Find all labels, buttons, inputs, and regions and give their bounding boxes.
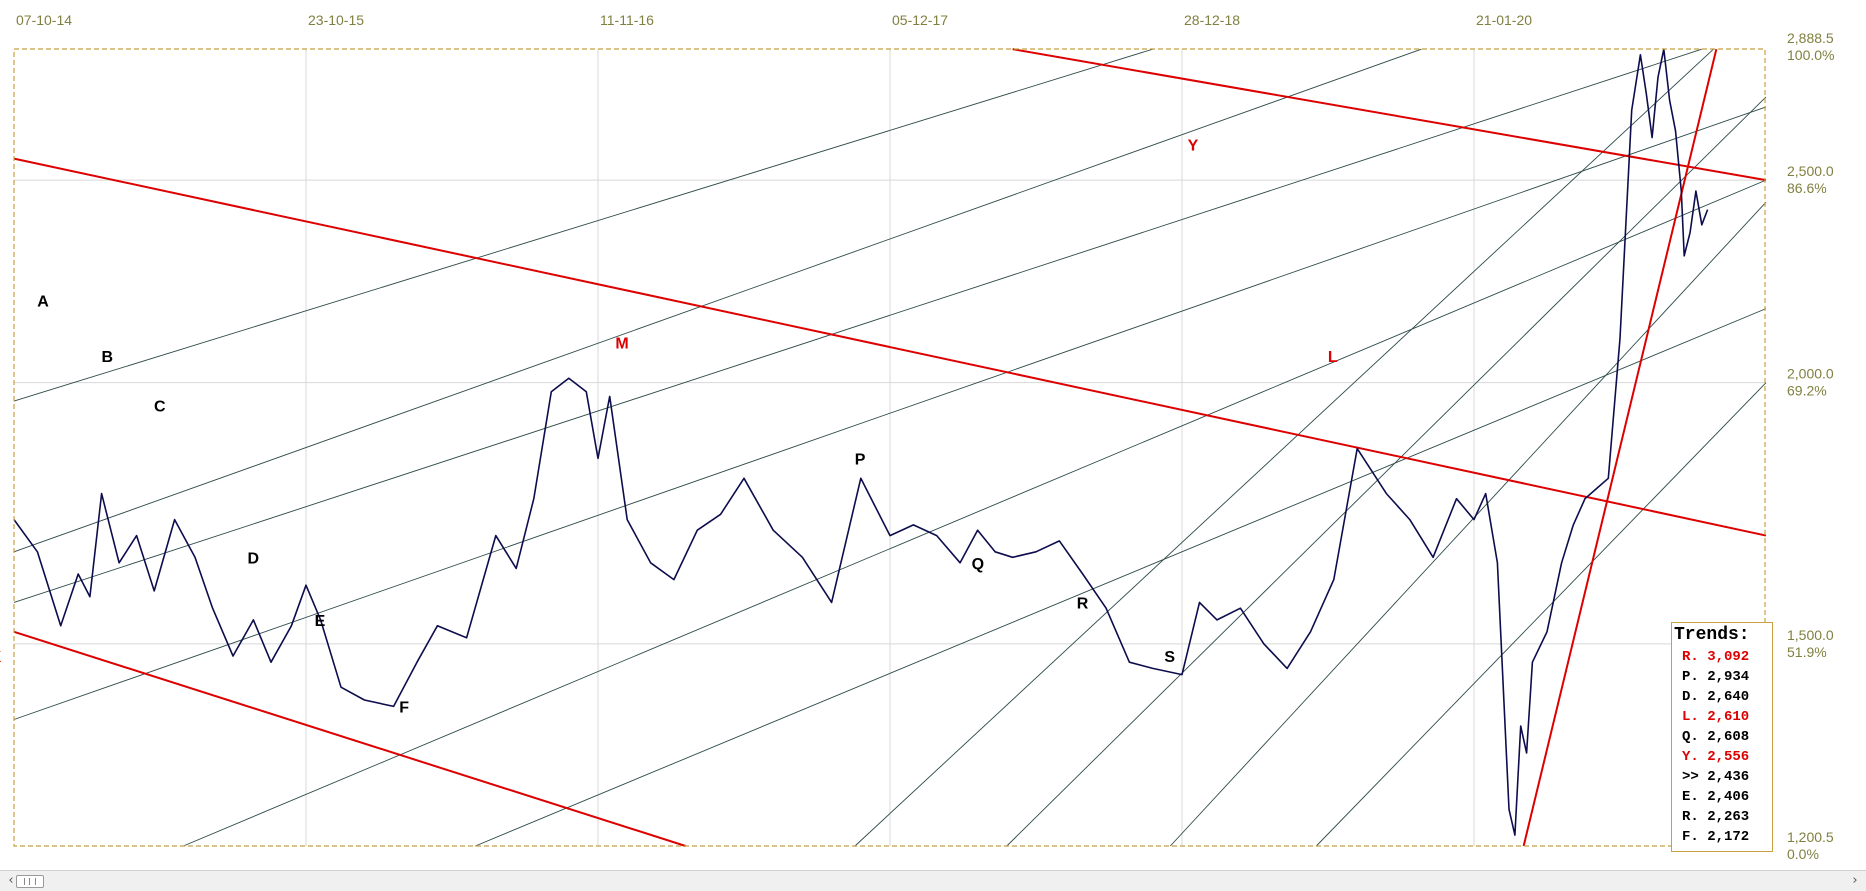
trend-label-s: S [1164, 649, 1175, 666]
legend-title: Trends: [1674, 625, 1750, 645]
trend-label-q: Q [972, 556, 984, 573]
trend-line-f [475, 308, 1767, 847]
scroll-left-arrow-icon[interactable]: ‹ [8, 873, 14, 888]
trend-line-m [13, 157, 1767, 537]
legend-item: R. 3,092 [1682, 649, 1750, 665]
trend-label-y: Y [1188, 138, 1199, 155]
y-tick-label: 1,200.5 [1787, 829, 1834, 845]
x-tick-label: 28-12-18 [1184, 12, 1240, 28]
y-tick-percent: 86.6% [1787, 180, 1827, 196]
legend-item: L. 2,610 [1682, 709, 1750, 725]
trend-labels: A B C D E F P Q R S M X Y L [0, 138, 1338, 717]
trend-line-e [183, 179, 1767, 847]
price-line [13, 48, 1709, 836]
trend-label-e: E [315, 613, 326, 630]
trend-line-q [1006, 96, 1767, 847]
x-tick-label: 05-12-17 [892, 12, 948, 28]
scroll-thumb[interactable] [16, 875, 44, 888]
trend-line-s [1315, 382, 1767, 847]
trend-line-l [1522, 48, 1718, 847]
trend-label-r: R [1077, 595, 1089, 612]
x-tick-label: 07-10-14 [16, 12, 72, 28]
y-tick-percent: 51.9% [1787, 644, 1827, 660]
trend-label-m: M [615, 336, 628, 353]
y-tick-percent: 69.2% [1787, 383, 1827, 399]
price-series [13, 48, 1709, 836]
legend-item: >> 2,436 [1682, 769, 1750, 785]
trend-line-a [13, 48, 1153, 402]
legend-item: R. 2,263 [1682, 809, 1750, 825]
legend-item: Q. 2,608 [1682, 729, 1750, 745]
trend-line-x [13, 630, 686, 847]
trend-label-a: A [37, 293, 49, 310]
chart-area: ABCDEFPQRSMXYL 07-10-1423-10-1511-11-160… [0, 12, 1834, 862]
legend-item: F. 2,172 [1682, 829, 1750, 845]
legend-rows: R. 3,092 P. 2,934 D. 2,640 L. 2,610 Q. 2,608… [1672, 647, 1772, 847]
trend-line-y [1012, 48, 1767, 182]
x-axis-ticks: 07-10-14 23-10-15 11-11-16 05-12-17 28-12-18… [16, 12, 1532, 28]
trend-lines [13, 48, 1767, 847]
trend-label-f: F [399, 699, 409, 716]
trend-label-p: P [855, 451, 866, 468]
x-tick-label: 21-01-20 [1476, 12, 1532, 28]
y-tick-percent: 100.0% [1787, 47, 1834, 63]
trend-label-d: D [247, 550, 259, 567]
legend-item: D. 2,640 [1682, 689, 1750, 705]
legend-item: Y. 2,556 [1682, 749, 1750, 765]
trend-line-d [13, 106, 1767, 720]
y-tick-label: 2,888.5 [1787, 30, 1834, 46]
plot-frame [13, 48, 1766, 847]
trend-label-x: X [0, 649, 1, 666]
trends-legend: Trends: R. 3,092 P. 2,934 D. 2,640 L. 2,610… [1671, 622, 1773, 852]
trend-label-b: B [101, 349, 113, 366]
trend-line-c [13, 48, 1702, 603]
scroll-grip-icon [24, 878, 36, 885]
grid-layer [14, 49, 1765, 846]
trend-line-p [854, 48, 1714, 847]
legend-item: P. 2,934 [1682, 669, 1750, 685]
y-tick-percent: 0.0% [1787, 846, 1819, 862]
trend-line-r [1169, 201, 1767, 847]
y-tick-label: 1,500.0 [1787, 627, 1834, 643]
trend-label-c: C [154, 399, 166, 416]
scroll-right-arrow-icon[interactable]: › [1852, 873, 1858, 888]
trend-label-l: L [1328, 349, 1338, 366]
trend-line-b [13, 48, 1422, 553]
x-tick-label: 23-10-15 [308, 12, 364, 28]
x-tick-label: 11-11-16 [600, 12, 654, 28]
y-tick-label: 2,000.0 [1787, 366, 1834, 382]
legend-item: E. 2,406 [1682, 789, 1750, 805]
horizontal-scrollbar[interactable]: ‹ › [0, 870, 1866, 891]
y-tick-label: 2,500.0 [1787, 163, 1834, 179]
